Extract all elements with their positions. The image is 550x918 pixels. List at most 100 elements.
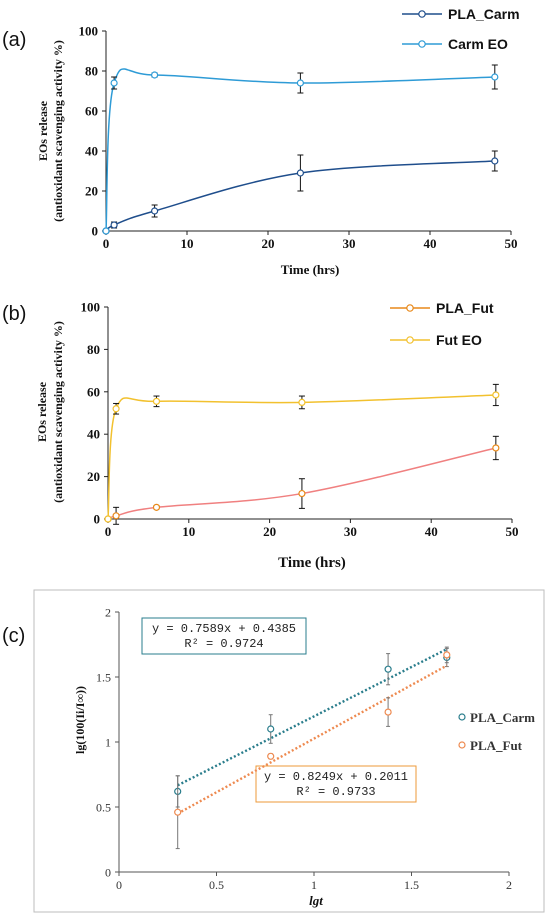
data-point-carm-eo	[491, 73, 499, 81]
data-point-carm-eo	[296, 79, 304, 87]
data-point-pla-carm	[267, 725, 275, 733]
y-tick-label-b: 40	[87, 427, 100, 442]
x-tick-label-a: 20	[262, 236, 275, 251]
legend-c: PLA_Carm PLA_Fut	[458, 710, 535, 753]
series-pla-carm-a	[102, 150, 499, 235]
y-tick-label-c: 1	[105, 736, 111, 750]
y-tick-label-b: 20	[87, 469, 100, 484]
x-tick-label-a: 40	[424, 236, 437, 251]
panel-b: (b) PLA_Fut Fut EO EOs release (antioxid…	[2, 300, 519, 572]
legend-marker-c-pla-carm	[458, 713, 466, 721]
legend-label-pla-carm: PLA_Carm	[448, 6, 520, 22]
x-tick-label-b: 30	[344, 524, 357, 539]
data-point-fut-eo	[492, 391, 500, 399]
plot-area-c: 0 0.5 1 1.5 2 0 0.5 1 1.5 2	[96, 606, 512, 893]
legend-label-carm-eo: Carm EO	[448, 36, 508, 52]
y-tick-label-b: 80	[87, 342, 100, 357]
panel-a: (a) PLA_Carm Carm EO EOs release (antiox…	[2, 6, 520, 277]
y-tick-label-c: 2	[105, 606, 111, 620]
trendline-equation-pla-carm: y = 0.7589x + 0.4385	[152, 622, 296, 636]
series-pla-fut-c	[174, 646, 451, 850]
data-point-fut-eo	[112, 405, 120, 413]
data-point-pla-carm	[491, 157, 499, 165]
data-point-pla-fut	[174, 808, 182, 816]
x-tick-label-a: 30	[343, 236, 356, 251]
y-tick-label-a: 80	[85, 64, 98, 79]
data-point-pla-carm	[110, 221, 118, 229]
data-point-pla-fut	[112, 512, 120, 520]
x-tick-label-c: 1	[311, 878, 317, 892]
legend-marker-pla-carm	[418, 10, 426, 18]
legend-marker-pla-fut	[406, 304, 414, 312]
data-point-pla-carm	[384, 665, 392, 673]
x-axis-label-b: Time (hrs)	[278, 555, 346, 571]
panel-c: (c) lg(100(Ii/I∞)) lgt y = 0.7589x + 0.4…	[2, 589, 545, 913]
series-line-fut-eo	[107, 394, 496, 520]
x-tick-label-b: 20	[263, 524, 276, 539]
legend-label-c-pla-carm: PLA_Carm	[470, 710, 535, 725]
data-point-pla-fut	[384, 708, 392, 716]
legend-label-fut-eo: Fut EO	[436, 332, 482, 348]
y-tick-label-b: 0	[94, 512, 101, 527]
series-line-carm-eo	[105, 68, 495, 232]
x-tick-label-b: 50	[506, 524, 519, 539]
trendline-equation-box-pla-fut: y = 0.8249x + 0.2011 R² = 0.9733	[255, 765, 417, 803]
y-tick-label-b: 60	[87, 384, 100, 399]
x-tick-label-a: 50	[505, 236, 518, 251]
y-tick-label-c: 0.5	[96, 801, 111, 815]
trendline-pla-fut	[177, 664, 448, 815]
y-axis-label-c: lg(100(Ii/I∞))	[73, 686, 87, 754]
y-tick-label-b: 100	[81, 300, 101, 315]
data-point-pla-fut	[492, 444, 500, 452]
trendline-r2-pla-fut: R² = 0.9733	[296, 785, 375, 799]
legend-marker-c-pla-fut	[458, 741, 466, 749]
data-point-pla-carm	[151, 207, 159, 215]
trendline-equation-pla-fut: y = 0.8249x + 0.2011	[264, 770, 408, 784]
y-axis-label-b-line-2: (antioxidant scavenging activity %)	[51, 321, 65, 503]
legend-marker-fut-eo	[406, 336, 414, 344]
data-point-carm-eo	[151, 71, 159, 79]
data-point-pla-fut	[267, 752, 275, 760]
x-tick-label-c: 0.5	[209, 878, 224, 892]
y-axis-label-a-line-1: EOs release	[36, 100, 50, 161]
y-tick-label-a: 40	[85, 144, 98, 159]
legend-marker-carm-eo	[418, 40, 426, 48]
x-tick-label-b: 40	[425, 524, 438, 539]
data-point-pla-fut	[298, 489, 306, 498]
data-point-pla-fut	[443, 651, 451, 659]
plot-area-a: 0 10 20 30 40 50 0 20 40 60 80 100	[79, 24, 518, 252]
x-axis-label-a: Time (hrs)	[281, 262, 340, 277]
y-tick-label-c: 0	[105, 866, 111, 880]
x-tick-label-c: 2	[506, 878, 512, 892]
data-point-fut-eo	[152, 397, 161, 405]
data-point-fut-eo	[298, 398, 306, 406]
trendline-equation-box-pla-carm: y = 0.7589x + 0.4385 R² = 0.9724	[141, 617, 307, 655]
y-axis-label-a-line-2: (antioxidant scavenging activity %)	[51, 40, 65, 222]
y-tick-label-a: 100	[79, 24, 99, 39]
data-point-carm-eo	[102, 227, 110, 235]
x-tick-label-b: 0	[105, 524, 112, 539]
legend-label-c-pla-fut: PLA_Fut	[470, 738, 523, 753]
panel-label-c: (c)	[2, 625, 25, 647]
x-tick-label-b: 10	[182, 524, 195, 539]
y-tick-label-a: 60	[85, 104, 98, 119]
x-axis-label-c: lgt	[309, 893, 323, 908]
plot-area-b: 0 10 20 30 40 50 0 20 40 60 80 100	[81, 300, 519, 540]
legend-label-pla-fut: PLA_Fut	[436, 300, 494, 316]
data-point-fut-eo	[104, 515, 112, 523]
trendline-r2-pla-carm: R² = 0.9724	[184, 637, 263, 651]
legend-a: PLA_Carm Carm EO	[402, 6, 520, 52]
x-tick-label-c: 0	[116, 878, 122, 892]
series-fut-eo-b	[104, 383, 500, 523]
legend-b: PLA_Fut Fut EO	[390, 300, 494, 348]
x-tick-label-a: 10	[181, 236, 194, 251]
series-carm-eo-a	[102, 64, 499, 235]
data-point-pla-fut	[152, 503, 161, 511]
y-tick-label-a: 0	[92, 224, 99, 239]
data-point-carm-eo	[110, 79, 118, 87]
y-tick-label-a: 20	[85, 184, 98, 199]
x-tick-label-c: 1.5	[404, 878, 419, 892]
y-tick-label-c: 1.5	[96, 671, 111, 685]
x-tick-label-a: 0	[103, 236, 110, 251]
series-pla-fut-b	[104, 435, 500, 525]
